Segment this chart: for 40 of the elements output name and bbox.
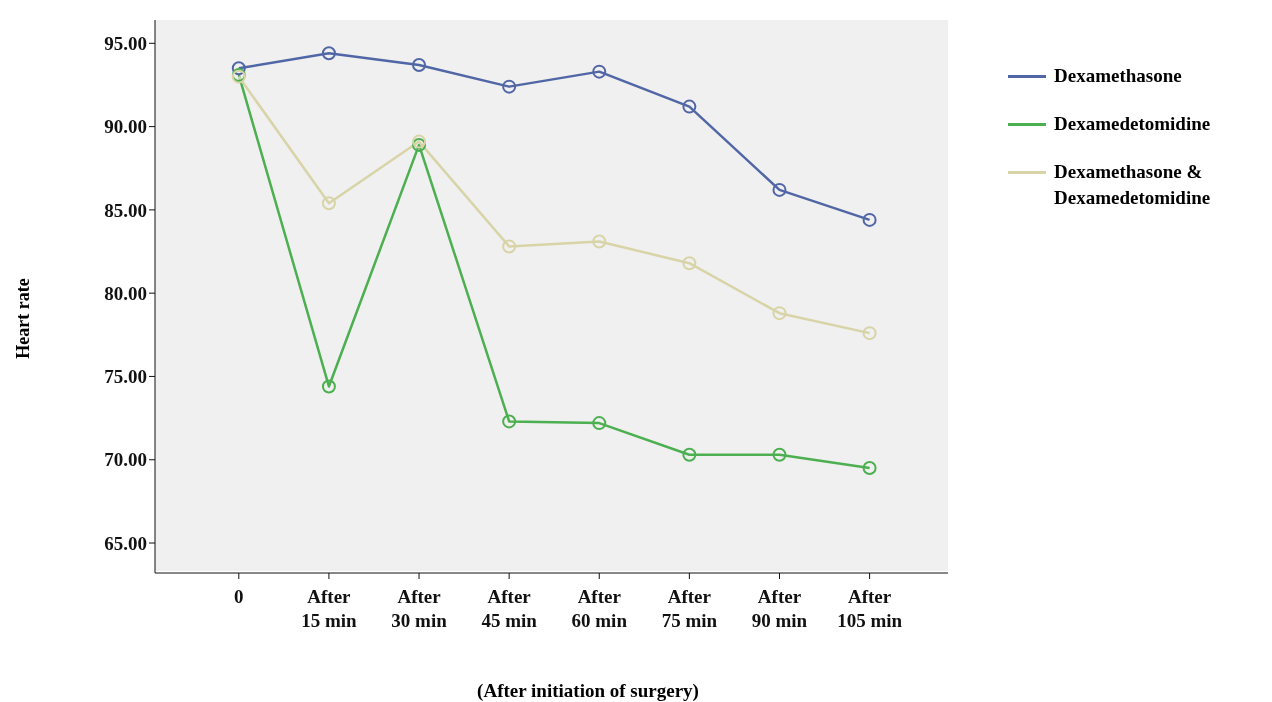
x-tick-label: After 60 min <box>571 586 628 631</box>
point <box>502 79 517 94</box>
point <box>321 46 336 61</box>
point <box>772 447 787 462</box>
point <box>682 256 697 271</box>
x-tick-label: After 75 min <box>661 586 718 631</box>
point <box>862 326 877 341</box>
point <box>682 99 697 114</box>
point <box>502 414 517 429</box>
y-tick-label: 85.00 <box>104 199 147 221</box>
point <box>772 306 787 321</box>
x-tick-label: After 90 min <box>751 586 808 631</box>
legend-label: Dexamethasone <box>1054 64 1182 88</box>
legend-label: Dexamedetomidine <box>1054 112 1211 136</box>
legend-label: Dexamethasone & Dexamedetomidine <box>1054 160 1212 210</box>
point <box>592 64 607 79</box>
point <box>231 61 246 76</box>
x-tick-label: After 105 min <box>837 586 903 631</box>
x-tick-label: After 30 min <box>391 586 448 631</box>
point <box>502 239 517 254</box>
x-tick-label: 0 <box>234 586 244 607</box>
x-tick-label: After 45 min <box>481 586 538 631</box>
y-tick-label: 65.00 <box>104 532 147 554</box>
point <box>592 234 607 249</box>
y-tick-label: 75.00 <box>104 366 147 388</box>
point <box>321 379 336 394</box>
point <box>682 447 697 462</box>
y-tick-label: 80.00 <box>104 282 147 304</box>
point <box>412 57 427 72</box>
x-tick-label: After 15 min <box>301 586 358 631</box>
y-tick-label: 90.00 <box>104 116 147 138</box>
y-axis-title: Heart rate <box>12 277 34 361</box>
point <box>592 416 607 431</box>
point <box>862 212 877 227</box>
y-tick-label: 95.00 <box>104 33 147 55</box>
x-axis-title: (After initiation of surgery) <box>476 680 700 702</box>
point <box>862 461 877 476</box>
y-tick-label: 70.00 <box>104 449 147 471</box>
point <box>772 182 787 197</box>
point <box>321 196 336 211</box>
